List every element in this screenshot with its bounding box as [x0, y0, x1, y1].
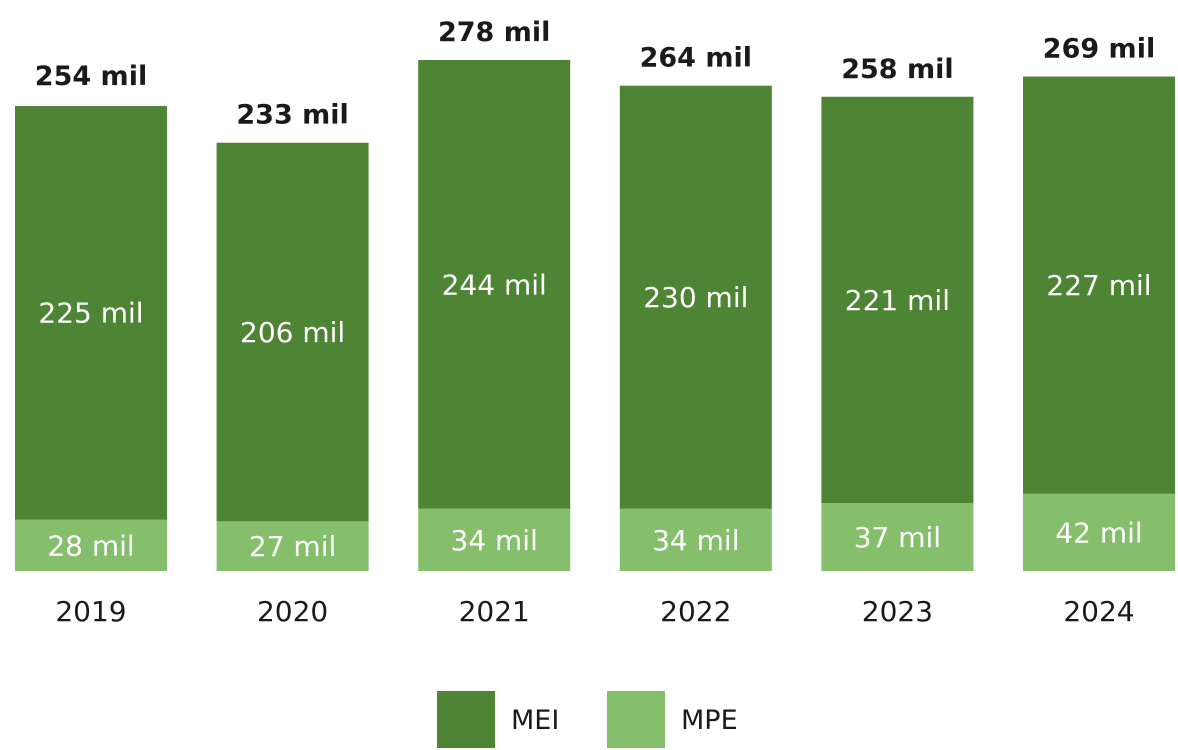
mei-label-2019: 225 mil: [38, 297, 143, 330]
mpe-label-2022: 34 mil: [652, 524, 739, 557]
bar-mei-2019: [15, 105, 167, 520]
bar-mei-2023: [821, 96, 974, 503]
bar-mpe-2023: [821, 502, 974, 571]
total-label-2020: 233 mil: [236, 100, 348, 131]
x-tick-labels: 2019 2020 2021 2022 2023 2024: [55, 595, 1134, 628]
bar-mei-2020: [216, 142, 369, 522]
total-label-2021: 278 mil: [438, 17, 550, 48]
x-tick-2023: 2023: [862, 595, 933, 628]
bar-mei-2022: [619, 85, 772, 509]
bar-mei-2024: [1023, 76, 1175, 494]
x-tick-2024: 2024: [1063, 595, 1134, 628]
x-tick-2021: 2021: [459, 595, 530, 628]
mei-label-2020: 206 mil: [240, 316, 345, 349]
mei-label-2023: 221 mil: [845, 284, 950, 317]
mei-label-2021: 244 mil: [442, 268, 547, 301]
bar-mei-2021: [418, 60, 571, 509]
bar-mpe-2021: [418, 508, 571, 571]
legend: MEI MPE: [437, 691, 738, 748]
legend-swatch-mei: [437, 691, 495, 748]
total-label-2023: 258 mil: [841, 54, 953, 85]
bar-mpe-2019: [15, 519, 167, 571]
mpe-label-2020: 27 mil: [249, 530, 336, 563]
legend-label-mpe: MPE: [681, 705, 738, 736]
mpe-label-2021: 34 mil: [451, 524, 538, 557]
legend-swatch-mpe: [607, 691, 665, 748]
bar-mpe-2024: [1023, 493, 1175, 571]
mei-label-2022: 230 mil: [643, 281, 748, 314]
bars-group: [15, 60, 1175, 571]
labels-group: 254 mil 225 mil 28 mil 233 mil 206 mil 27 mil…: [35, 17, 1155, 563]
x-tick-2020: 2020: [257, 595, 328, 628]
bar-mpe-2022: [619, 508, 772, 571]
mei-label-2024: 227 mil: [1046, 269, 1151, 302]
mpe-label-2023: 37 mil: [854, 521, 941, 554]
bar-mpe-2020: [216, 521, 369, 571]
x-tick-2022: 2022: [660, 595, 731, 628]
total-label-2022: 264 mil: [640, 43, 752, 74]
total-label-2024: 269 mil: [1043, 34, 1155, 65]
mpe-label-2024: 42 mil: [1055, 516, 1142, 549]
total-label-2019: 254 mil: [35, 61, 147, 92]
mpe-label-2019: 28 mil: [47, 529, 134, 562]
x-tick-2019: 2019: [55, 595, 126, 628]
legend-label-mei: MEI: [511, 705, 559, 736]
